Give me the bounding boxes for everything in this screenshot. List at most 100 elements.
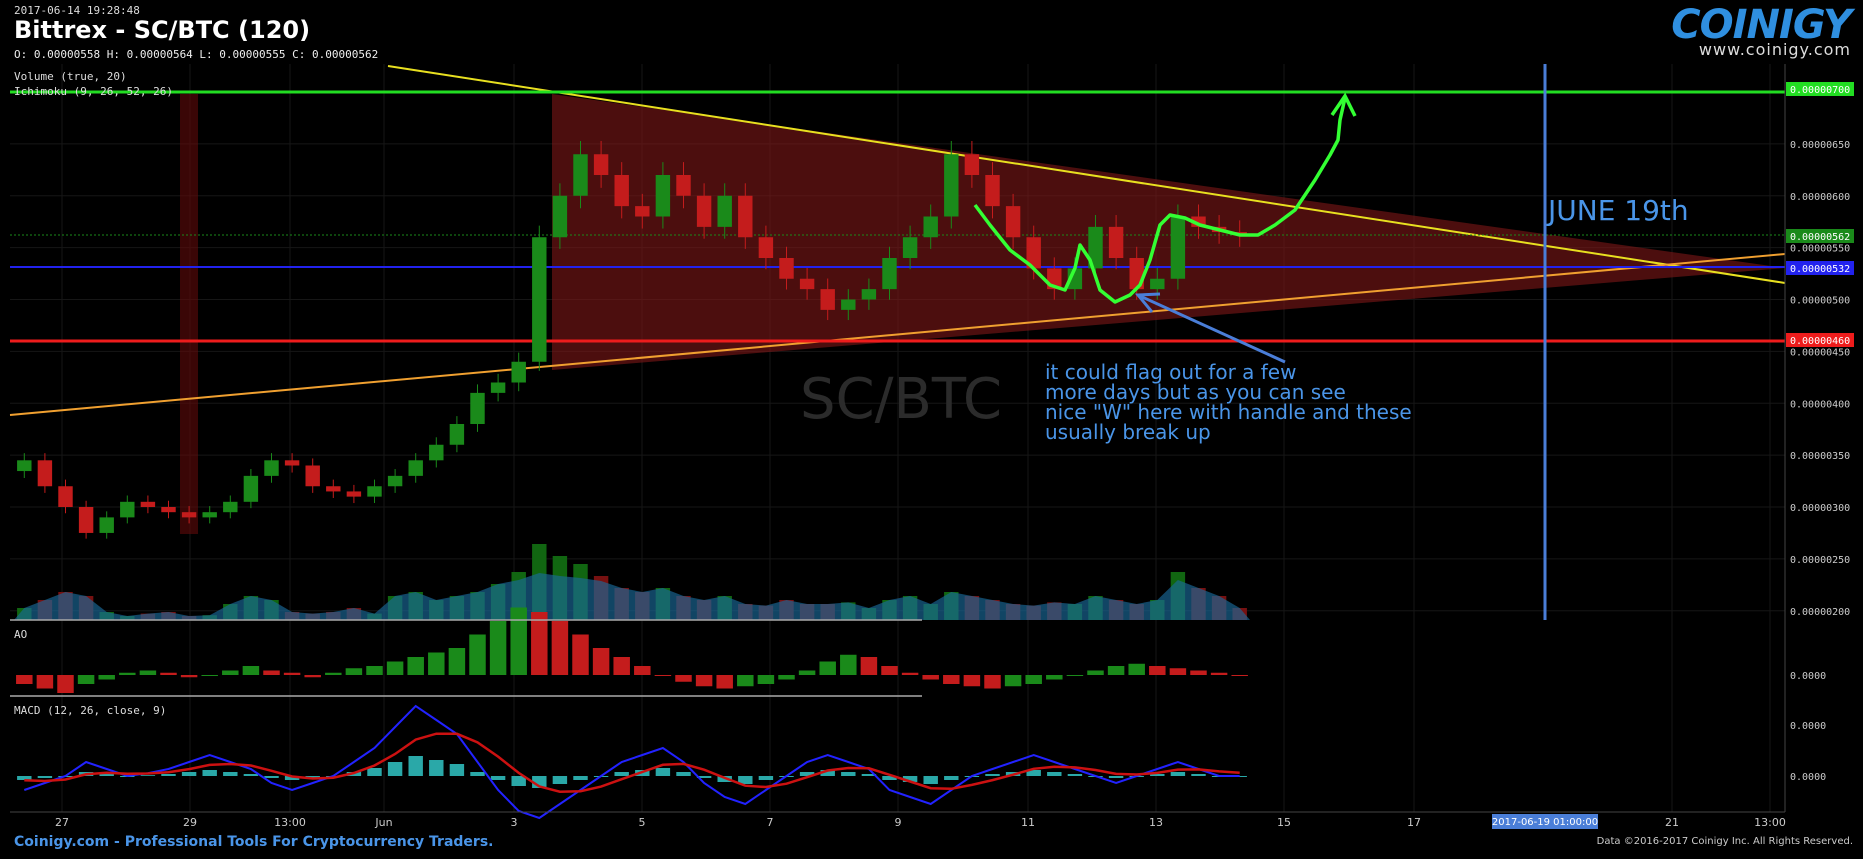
footer-tagline[interactable]: Coinigy.com - Professional Tools For Cry… [14, 834, 494, 850]
ao-bar [757, 675, 775, 684]
macd-bar [923, 776, 938, 784]
ao-bar [654, 675, 672, 676]
macd-bar [140, 775, 156, 776]
macd-bar [696, 776, 712, 778]
logo-url: www.coinigy.com [1698, 40, 1851, 59]
macd-bar [181, 772, 197, 776]
ao-bar [819, 661, 836, 675]
candle-body [573, 154, 588, 196]
candle-body [1191, 216, 1206, 227]
ao-bar [242, 666, 260, 675]
macd-bar [305, 776, 320, 778]
ao-bar [675, 675, 692, 682]
candle-body [17, 460, 32, 472]
drawn-arrow-head [1330, 92, 1357, 117]
time-tick-label: 21 [1665, 816, 1679, 829]
price-tag-label: 0.00000460 [1790, 336, 1850, 347]
macd-bar [573, 776, 588, 780]
candle-body [532, 237, 547, 362]
ao-bar [737, 675, 754, 687]
ao-bar [119, 672, 136, 675]
ao-bar [304, 675, 321, 678]
ao-bar [263, 670, 280, 675]
candle-body [1088, 226, 1103, 269]
price-tag-label: 0.00000700 [1790, 85, 1850, 96]
macd-bar [99, 774, 114, 776]
candle-body [923, 216, 938, 238]
macd-bar [552, 776, 568, 784]
ao-bar [860, 657, 878, 675]
ichimoku-indicator-label[interactable]: Ichimoku (9, 26, 52, 26) [14, 85, 173, 98]
timestamp: 2017-06-14 19:28:48 [14, 4, 140, 17]
candle-body [78, 507, 94, 533]
ao-bar [448, 648, 466, 675]
ao-bar [489, 621, 507, 675]
ao-bar [139, 670, 157, 675]
candle-body [655, 175, 671, 217]
candle-body [1170, 216, 1186, 279]
candle-body [99, 517, 114, 533]
time-tick-label: 29 [183, 816, 197, 829]
macd-bar [820, 770, 835, 776]
macd-bar [470, 772, 485, 776]
macd-bar [841, 772, 856, 776]
macd-indicator-label[interactable]: MACD (12, 26, close, 9) [14, 704, 167, 717]
ao-bar [1066, 675, 1084, 676]
candle-body [882, 258, 897, 290]
price-tick-label: 0.00000300 [1790, 503, 1850, 514]
ao-bar [1004, 675, 1022, 687]
ao-bar [345, 668, 363, 675]
time-tick-label: 9 [895, 816, 902, 829]
time-tick-label: 27 [55, 816, 69, 829]
ao-bar [407, 657, 424, 675]
candles [17, 140, 1247, 539]
ao-bar [613, 657, 630, 675]
ao-bar [77, 675, 95, 684]
ao-bar [984, 675, 1001, 689]
ao-bar [592, 648, 610, 675]
ao-bar [1231, 675, 1248, 676]
macd-bar [655, 768, 671, 776]
candle-body [985, 175, 1000, 207]
ao-bar [180, 675, 198, 678]
candle-body [387, 475, 403, 487]
ichimoku-cloud-segment [180, 94, 198, 534]
macd-bar [202, 770, 217, 776]
ao-bar [1149, 666, 1166, 675]
price-tag [1786, 229, 1854, 243]
macd-bar [367, 768, 382, 776]
candle-body [552, 195, 568, 238]
candle-body [264, 460, 279, 476]
time-axis: 27 29 13:00 Jun 3 5 7 9 11 13 15 17 21 13:00 2017-06-1… [10, 811, 1786, 829]
candle-body [799, 278, 815, 290]
candle-body [614, 175, 629, 207]
candle-body [284, 460, 300, 466]
ao-bar [16, 675, 33, 684]
price-tick-label: 0.00000600 [1790, 192, 1850, 203]
macd-bar [676, 772, 691, 776]
volume-indicator-label[interactable]: Volume (true, 20) [14, 70, 127, 83]
price-tag [1786, 82, 1854, 96]
candle-body [696, 195, 712, 227]
candle-body [326, 486, 341, 492]
ao-indicator-label[interactable]: AO [14, 628, 28, 641]
time-tick-label: 7 [767, 816, 774, 829]
ao-bar [840, 654, 857, 675]
ao-bar [531, 612, 548, 675]
candle-body [758, 237, 774, 258]
candle-body [58, 486, 73, 507]
coinigy-logo: COINIGY www.coinigy.com [1671, 2, 1852, 59]
macd-bar [408, 756, 423, 776]
candle-body [202, 512, 217, 518]
macd-bar [738, 776, 753, 784]
ao-bar [201, 675, 218, 676]
macd-bar [799, 772, 815, 776]
macd-bar [1191, 774, 1206, 776]
ao-bar [922, 675, 939, 680]
candle-body [717, 195, 732, 227]
time-tick-label: 13:00 [274, 816, 306, 829]
macd-bar [1047, 772, 1062, 776]
ao-bar [510, 607, 527, 675]
macd-bar [490, 776, 506, 780]
